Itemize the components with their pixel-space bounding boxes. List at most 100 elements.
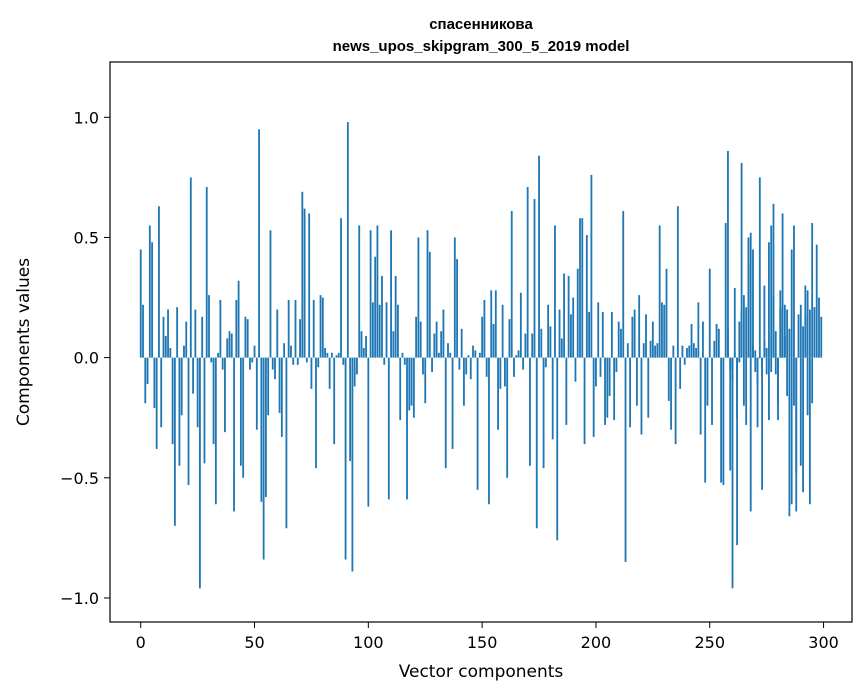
bar-component-150 <box>481 316 484 358</box>
bar-component-50 <box>253 345 256 358</box>
bar-component-268 <box>749 232 752 358</box>
bar-component-22 <box>189 177 192 358</box>
bar-component-overlay-260 <box>731 357 734 382</box>
bar-component-228 <box>658 225 661 358</box>
bar-component-272 <box>758 177 761 358</box>
bar-component-17 <box>178 357 181 466</box>
bar-component-9 <box>160 357 163 428</box>
bar-component-142 <box>463 357 465 406</box>
bar-component-39 <box>228 331 231 358</box>
bar-component-153 <box>488 357 490 505</box>
bar-component-3 <box>146 357 149 385</box>
bar-component-20 <box>185 321 188 358</box>
bar-component-190 <box>572 297 575 358</box>
bar-component-242 <box>690 323 693 358</box>
bar-component-67 <box>292 357 295 365</box>
bar-component-250 <box>708 268 711 358</box>
bar-component-overlay-268 <box>749 357 752 512</box>
bar-component-180 <box>549 326 552 358</box>
x-tick-label: 200 <box>581 633 612 652</box>
bar-component-275 <box>765 348 768 358</box>
bar-component-76 <box>312 299 315 358</box>
x-tick-label: 300 <box>808 633 839 652</box>
bar-component-244 <box>695 348 697 358</box>
bar-component-78 <box>317 357 320 368</box>
bar-component-120 <box>412 357 415 418</box>
bar-component-77 <box>315 357 317 469</box>
bar-component-89 <box>342 357 345 365</box>
y-axis-ticks: −1.0 −0.5 0.0 0.5 1.0 <box>60 108 110 608</box>
bar-component-276 <box>768 357 770 421</box>
bar-component-overlay-278 <box>772 295 775 358</box>
bar-component-240 <box>686 348 688 358</box>
bar-component-185 <box>560 338 563 358</box>
bar-component-13 <box>169 348 172 358</box>
bar-component-14 <box>171 357 174 445</box>
bar-component-66 <box>290 345 292 358</box>
bar-component-97 <box>360 331 363 358</box>
bar-component-72 <box>303 208 306 358</box>
bar-component-266 <box>745 307 748 358</box>
bar-component-216 <box>631 316 634 358</box>
bar-component-233 <box>670 357 672 430</box>
bar-component-252 <box>713 340 716 358</box>
bar-component-197 <box>588 311 591 358</box>
bar-component-219 <box>638 295 641 358</box>
bar-component-270 <box>754 357 757 373</box>
bar-component-215 <box>629 357 631 428</box>
bar-component-19 <box>183 345 185 358</box>
bar-component-88 <box>340 218 342 358</box>
bar-component-2 <box>144 357 147 404</box>
bar-component-265 <box>742 295 745 358</box>
bar-component-overlay-275 <box>765 357 768 375</box>
bar-component-147 <box>474 350 477 358</box>
bar-component-overlay-276 <box>768 242 770 358</box>
bar-component-254 <box>717 328 720 358</box>
bar-component-overlay-273 <box>761 357 763 490</box>
bar-component-135 <box>447 343 449 358</box>
bar-component-194 <box>581 218 584 358</box>
bar-component-103 <box>374 256 377 358</box>
bar-component-44 <box>239 357 242 466</box>
bar-component-80 <box>321 297 324 358</box>
bar-component-81 <box>324 348 326 358</box>
bar-component-85 <box>333 357 336 445</box>
bar-component-overlay-274 <box>763 285 766 358</box>
bar-component-235 <box>674 357 677 445</box>
bar-component-8 <box>158 206 160 358</box>
bar-component-202 <box>599 357 602 377</box>
bar-component-106 <box>381 275 383 358</box>
bar-component-37 <box>224 357 226 433</box>
bar-component-92 <box>349 357 352 461</box>
bar-component-168 <box>522 357 525 370</box>
bar-component-278 <box>772 203 775 358</box>
bar-component-136 <box>449 352 452 358</box>
bar-component-43 <box>237 280 240 358</box>
bar-component-overlay-259 <box>729 357 732 370</box>
bar-component-overlay-291 <box>802 357 804 493</box>
bar-component-overlay-262 <box>736 357 738 418</box>
bar-component-101 <box>369 230 372 358</box>
bar-component-94 <box>353 357 356 387</box>
bar-component-56 <box>267 357 270 416</box>
bar-component-overlay-266 <box>745 357 748 425</box>
bar-component-223 <box>647 357 650 418</box>
bar-component-79 <box>319 295 322 358</box>
bar-component-31 <box>210 357 213 363</box>
bar-component-86 <box>335 355 338 358</box>
bar-component-186 <box>563 273 565 358</box>
bar-component-12 <box>167 309 169 358</box>
bar-component-132 <box>440 331 443 358</box>
bar-component-83 <box>328 357 331 389</box>
bar-component-191 <box>574 357 577 382</box>
bar-component-108 <box>385 302 388 358</box>
bar-component-238 <box>681 345 684 358</box>
bar-component-59 <box>274 357 276 380</box>
bar-component-84 <box>331 352 333 358</box>
bar-component-166 <box>517 350 520 358</box>
bar-component-41 <box>233 357 235 512</box>
bar-component-164 <box>513 357 515 377</box>
bar-component-74 <box>308 213 311 358</box>
bar-component-18 <box>180 357 183 416</box>
bar-component-140 <box>458 357 461 370</box>
